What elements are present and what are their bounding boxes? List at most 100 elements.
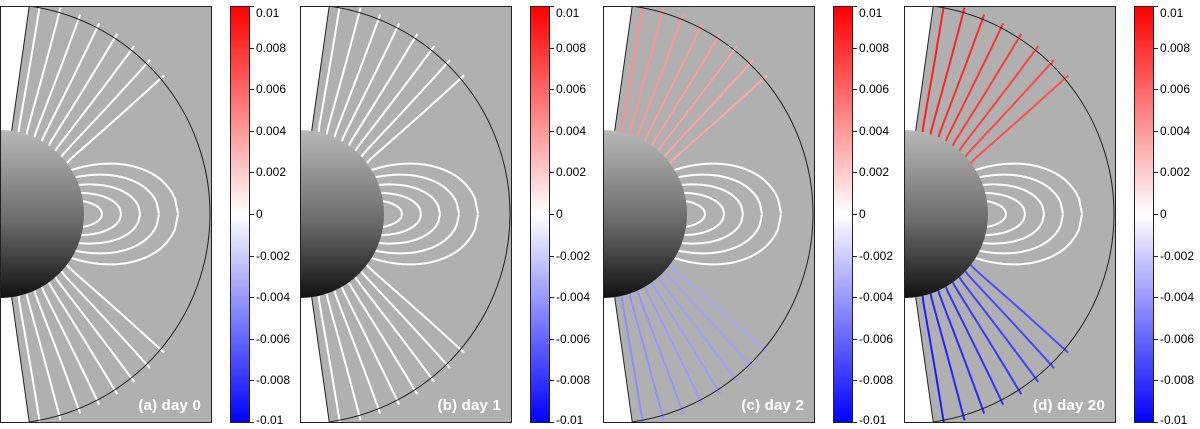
colorbar-tick-mark xyxy=(1154,89,1158,91)
field-line xyxy=(685,200,706,215)
field-line xyxy=(970,74,1069,164)
field-line xyxy=(982,183,1045,215)
colorbar-tick-mark xyxy=(853,214,857,215)
colorbar-tick-label: -0.006 xyxy=(256,331,291,346)
colorbar-tick-mark xyxy=(550,214,554,215)
colorbar-tick-label: -0.008 xyxy=(256,373,291,388)
colorbar xyxy=(230,6,250,423)
colorbar-tick-label: 0.006 xyxy=(556,82,587,97)
field-line xyxy=(78,183,141,215)
field-line xyxy=(620,7,644,133)
outside-domain-bottom xyxy=(301,297,330,422)
field-plot: (b) day 1 xyxy=(300,6,512,423)
field-line xyxy=(681,213,744,245)
field-line xyxy=(317,7,341,133)
panel-3: (c) day 2 0.01 0.008 0.006 0.004 0.002 0 -0.002… xyxy=(603,0,903,429)
colorbar-tick-label: 0.008 xyxy=(556,40,587,55)
colorbar-tick-label: 0.006 xyxy=(256,82,287,97)
colorbar-tick-mark xyxy=(550,89,554,91)
colorbar-tick-label: 0.01 xyxy=(1160,6,1184,20)
field-line xyxy=(944,22,1005,142)
field-line xyxy=(951,33,1023,147)
colorbar-tick-label: -0.008 xyxy=(1160,373,1195,388)
field-line xyxy=(54,45,136,152)
outside-domain-bottom xyxy=(604,297,633,422)
field-lines-svg xyxy=(905,7,1115,422)
field-line xyxy=(60,270,151,369)
colorbar-tick-label: 0.008 xyxy=(256,40,287,55)
field-line xyxy=(347,281,419,395)
field-line xyxy=(650,281,722,395)
field-line xyxy=(979,214,1064,255)
field-line xyxy=(366,264,465,354)
field-line xyxy=(354,276,436,383)
colorbar-tick-label: -0.008 xyxy=(556,373,591,388)
colorbar-tick-label: 0.004 xyxy=(556,123,587,138)
colorbar-tick-mark xyxy=(550,297,554,299)
panel-4: (d) day 20 0.01 0.008 0.006 0.004 0.002 0 -0.00… xyxy=(904,0,1200,429)
colorbar-tick-mark xyxy=(550,380,554,382)
field-line xyxy=(669,264,768,354)
colorbar-tick-label: 0.004 xyxy=(859,123,890,138)
colorbar-tick-mark xyxy=(250,89,254,91)
field-line xyxy=(54,276,136,383)
panel-1: (a) day 0 0.01 0.008 0.006 0.004 0.002 0 -0.002… xyxy=(0,0,300,429)
field-line xyxy=(684,213,725,237)
colorbar-tick-label: 0 xyxy=(256,207,263,221)
field-line xyxy=(937,290,986,414)
panel-label: (d) day 20 xyxy=(1032,397,1105,414)
colorbar-tick-label: -0.002 xyxy=(256,248,291,263)
field-line xyxy=(636,290,685,414)
colorbar-tick-mark xyxy=(853,297,857,299)
colorbar-tick-label: 0 xyxy=(1160,207,1167,221)
colorbar-tick-label: -0.002 xyxy=(1160,248,1195,263)
colorbar-tick-label: -0.004 xyxy=(1160,290,1195,305)
field-lines-svg xyxy=(604,7,814,422)
colorbar xyxy=(1134,6,1154,423)
field-line xyxy=(620,295,644,422)
colorbar-tick-mark xyxy=(550,172,554,174)
field-line xyxy=(25,293,62,421)
field-line xyxy=(66,74,165,164)
sun-disk xyxy=(301,130,384,298)
field-line xyxy=(970,264,1069,354)
colorbar-tick-mark xyxy=(550,338,554,340)
colorbar-tick-mark xyxy=(1154,172,1158,174)
colorbar-tick-mark xyxy=(853,172,857,174)
field-line xyxy=(47,33,119,147)
field-plot: (c) day 2 xyxy=(603,6,815,423)
colorbar-tick-label: 0.008 xyxy=(859,40,890,55)
field-line xyxy=(75,173,160,214)
colorbar-tick-mark xyxy=(853,6,857,7)
field-line xyxy=(366,74,465,164)
field-line xyxy=(921,295,945,422)
field-line xyxy=(25,7,62,135)
field-line xyxy=(975,162,1083,214)
colorbar-tick-mark xyxy=(250,255,254,257)
field-line xyxy=(958,45,1040,152)
field-lines-svg xyxy=(1,7,211,422)
colorbar-tick-mark xyxy=(550,6,554,7)
field-line xyxy=(317,295,341,422)
domain-boundary xyxy=(311,7,511,422)
colorbar-tick-mark xyxy=(250,130,254,132)
field-line xyxy=(678,173,763,214)
field-line xyxy=(982,213,1045,245)
colorbar-tick-label: -0.01 xyxy=(1160,413,1188,427)
colorbar-tick-label: 0.01 xyxy=(859,6,883,20)
field-line xyxy=(325,7,362,135)
colorbar-tick-label: 0.004 xyxy=(256,123,287,138)
field-line xyxy=(371,214,479,266)
colorbar-tick-label: -0.004 xyxy=(859,290,894,305)
colorbar-tick-mark xyxy=(1154,130,1158,132)
colorbar-tick-label: 0.008 xyxy=(1160,40,1191,55)
colorbar-tick-label: -0.006 xyxy=(556,331,591,346)
field-line xyxy=(60,59,151,158)
field-line xyxy=(678,214,763,255)
field-line xyxy=(951,281,1023,395)
field-line xyxy=(82,200,103,215)
field-plot: (d) day 20 xyxy=(904,6,1116,423)
colorbar-tick-label: 0.002 xyxy=(859,165,890,180)
colorbar-tick-label: -0.004 xyxy=(556,290,591,305)
colorbar-tick-mark xyxy=(853,380,857,382)
